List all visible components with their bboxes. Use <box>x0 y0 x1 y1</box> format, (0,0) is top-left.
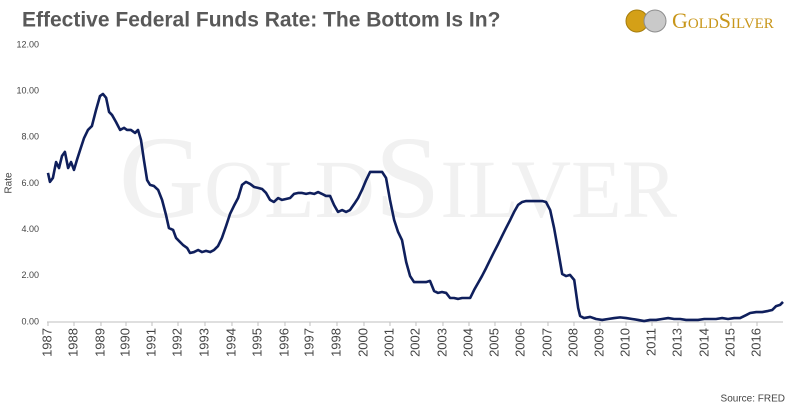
x-tick-label: 2010 <box>617 328 632 357</box>
x-tick-label: 2014 <box>696 328 711 357</box>
x-tick-label: 2001 <box>381 328 396 357</box>
x-tick-label: 1988 <box>65 328 80 357</box>
watermark: GoldSilver <box>119 112 678 243</box>
logo-coin-silver <box>643 9 667 33</box>
y-tick-label: 10.00 <box>16 86 39 96</box>
source: Source: FRED <box>721 394 785 405</box>
x-tick-label: 2008 <box>565 328 580 357</box>
logo-text: GoldSilver <box>672 8 774 33</box>
x-tick-label: 2003 <box>434 328 449 357</box>
y-tick-label: 8.00 <box>21 132 39 142</box>
x-tick-label: 1996 <box>276 328 291 357</box>
x-tick-label: 1998 <box>328 328 343 357</box>
x-tick-label: 1995 <box>249 328 264 357</box>
x-tick-label: 2004 <box>460 328 475 357</box>
x-tick-label: 2007 <box>539 328 554 357</box>
x-tick-label: 1993 <box>196 328 211 357</box>
x-tick-label: 1991 <box>143 328 158 357</box>
x-tick-label: 2013 <box>669 328 684 357</box>
x-tick-label: 1992 <box>169 328 184 357</box>
logo: GoldSilver <box>625 8 774 33</box>
x-tick-label: 2009 <box>591 328 606 357</box>
y-tick-label: 6.00 <box>21 178 39 188</box>
x-tick-label: 2002 <box>407 328 422 357</box>
x-tick-label: 2006 <box>512 328 527 357</box>
x-tick-label: 2011 <box>643 328 658 356</box>
rate-line <box>46 92 784 323</box>
x-tick-label: 1989 <box>92 328 107 357</box>
y-tick-label: 4.00 <box>21 224 39 234</box>
x-tick-label: 1990 <box>117 328 132 357</box>
y-axis-label: Rate <box>4 172 15 194</box>
x-tick-label: 2015 <box>722 328 737 357</box>
x-tick-label: 1994 <box>223 328 238 357</box>
x-tick-label: 2005 <box>486 328 501 357</box>
y-tick-label: 12.00 <box>16 39 39 49</box>
x-tick-label: 1997 <box>301 328 316 357</box>
x-tick-label: 2000 <box>355 328 370 357</box>
y-tick-label: 2.00 <box>21 270 39 280</box>
chart-title: Effective Federal Funds Rate: The Bottom… <box>22 9 500 32</box>
y-tick-label: 0.00 <box>21 316 39 326</box>
x-tick-label: 2016 <box>748 328 763 357</box>
x-tick-label: 1987 <box>39 328 54 357</box>
